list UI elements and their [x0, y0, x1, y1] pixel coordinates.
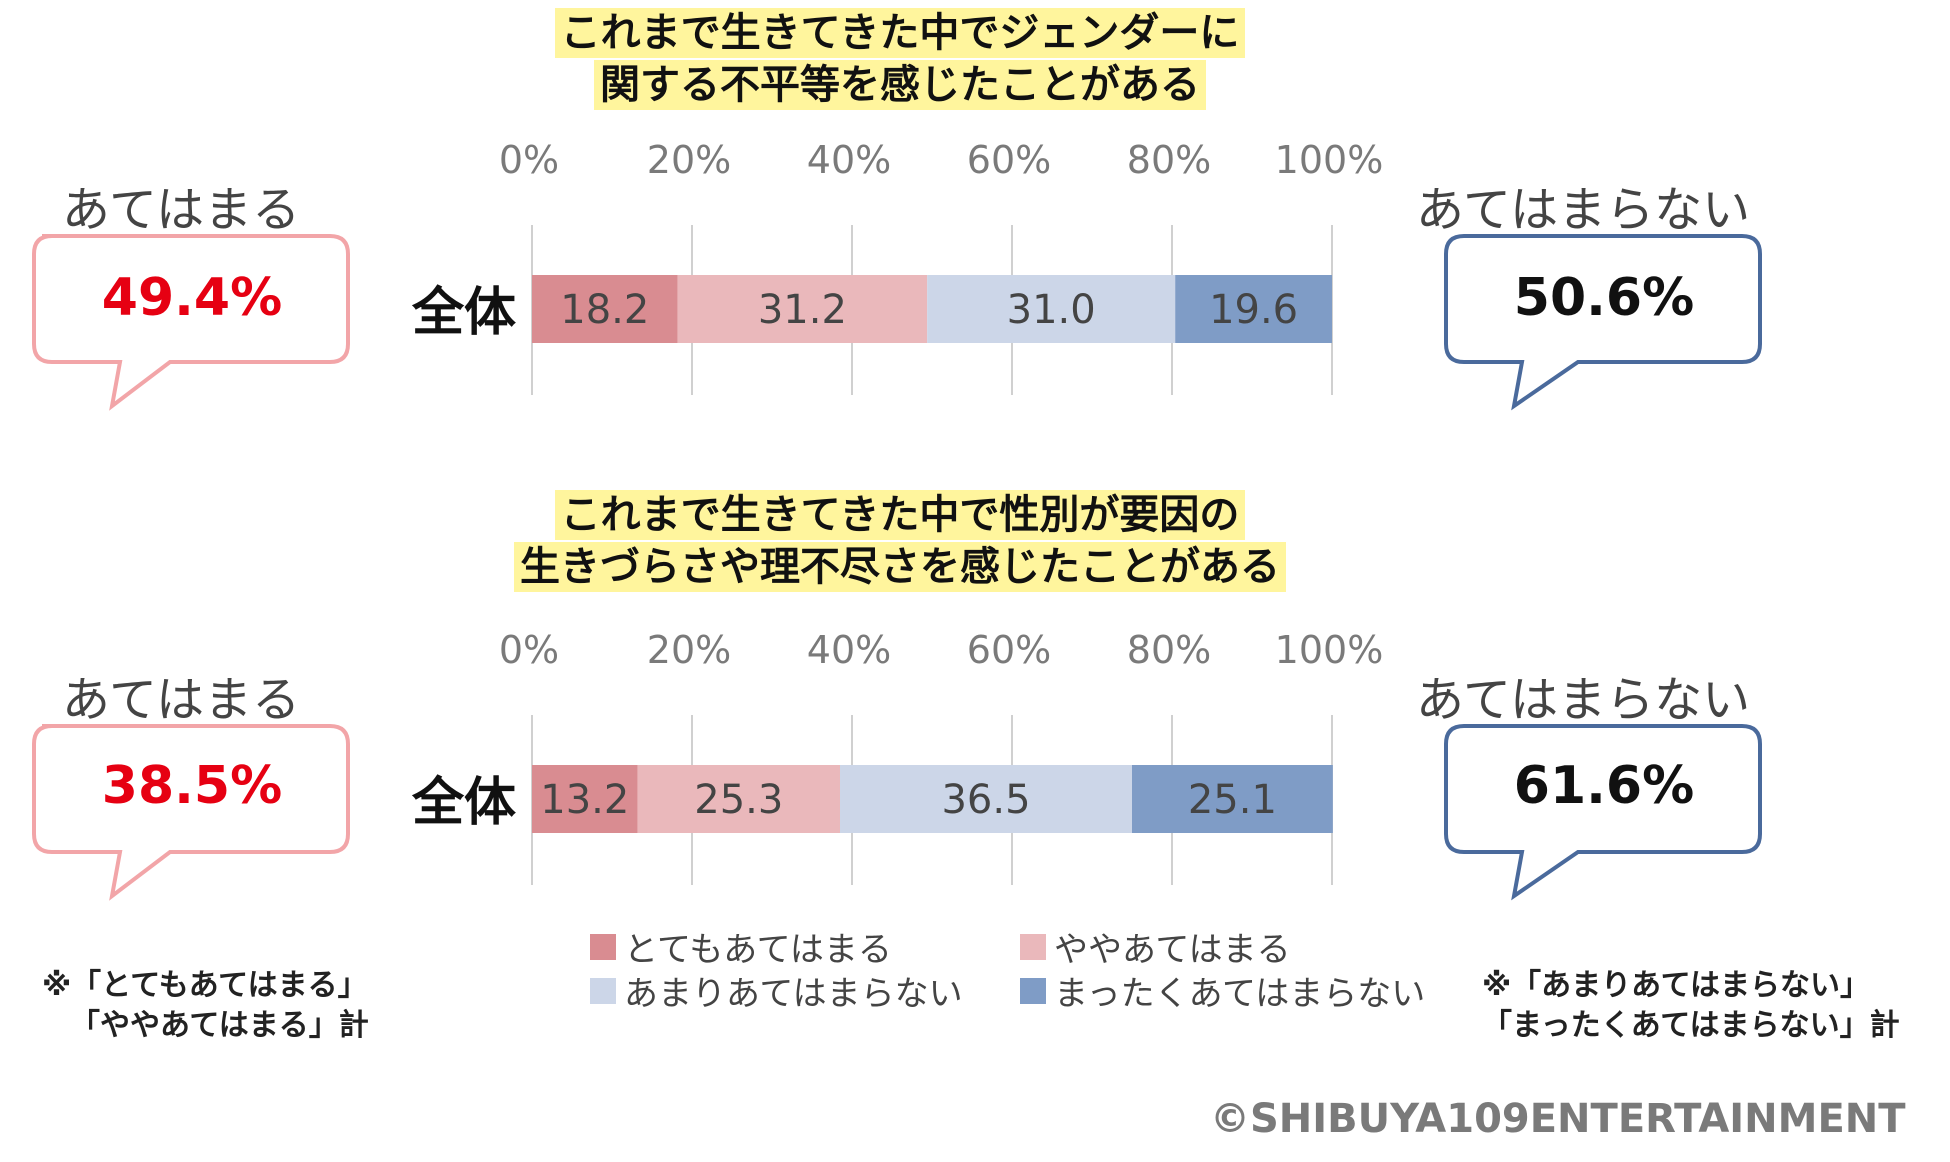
legend-label-somewhat-true: ややあてはまる [1054, 930, 1291, 970]
bar-segment [1175, 275, 1332, 343]
data-label: 18.2 [560, 287, 649, 333]
note-right-line1: ※「あまりあてはまらない」 [1482, 968, 1870, 1003]
data-label: 31.2 [758, 287, 847, 333]
chart2-title-line1-text: これまで生きてきた中で性別が要因の [554, 490, 1246, 540]
legend-swatch-somewhat-true [1020, 933, 1046, 960]
chart2-tick-80: 80% [1126, 628, 1212, 672]
note-right-line2: 「まったくあてはまらない」計 [1482, 1008, 1900, 1043]
chart2-tick-60: 60% [966, 628, 1052, 672]
chart2-tick-0: 0% [498, 628, 560, 672]
legend-item-not-at-all: まったくあてはまらない [1020, 966, 1425, 1015]
blue-speech-bubble [1444, 724, 1762, 901]
chart2-tick-100: 100% [1274, 628, 1384, 672]
chart1-left-callout [32, 234, 350, 411]
note-left-line2: 「ややあてはまる」計 [70, 1008, 369, 1043]
data-label: 36.5 [941, 777, 1030, 823]
chart1-right-value: 50.6% [1513, 268, 1695, 328]
chart2-title-line2: 生きづらさや理不尽さを感じたことがある [0, 542, 1800, 592]
chart2-title-line1: これまで生きてきた中で性別が要因の [0, 490, 1800, 540]
legend-item-not-really: あまりあてはまらない [590, 966, 963, 1015]
chart2-left-callout [32, 724, 350, 901]
chart1-tick-40: 40% [806, 138, 892, 182]
pink-speech-bubble [32, 234, 350, 411]
chart1-tick-0: 0% [498, 138, 560, 182]
bar-segment [532, 275, 678, 343]
blue-speech-bubble [1444, 234, 1762, 411]
data-label: 31.0 [1007, 287, 1096, 333]
chart1-tick-100: 100% [1274, 138, 1384, 182]
chart1-title-line1: これまで生きてきた中でジェンダーに [0, 8, 1800, 58]
note-left-line1: ※「とてもあてはまる」 [42, 968, 368, 1003]
legend-swatch-not-at-all [1020, 977, 1046, 1004]
chart1-left-value: 49.4% [101, 268, 283, 328]
chart1-left-label: あてはまる [62, 182, 301, 238]
bar-segment [927, 275, 1176, 343]
chart2-title-line2-text: 生きづらさや理不尽さを感じたことがある [514, 542, 1286, 592]
bar-segment [1132, 765, 1333, 833]
chart2-right-label: あてはまらない [1416, 672, 1751, 728]
chart1-title-line2-text: 関する不平等を感じたことがある [594, 60, 1206, 110]
data-label: 19.6 [1209, 287, 1298, 333]
bar-segment [677, 275, 928, 343]
bar-segment [840, 765, 1132, 833]
pink-speech-bubble [32, 724, 350, 901]
bar-segment [532, 765, 638, 833]
legend-label-not-really: あまりあてはまらない [624, 974, 963, 1014]
chart2-row-label: 全体 [412, 773, 517, 833]
copyright-text: ©SHIBUYA109ENTERTAINMENT [1210, 1096, 1906, 1142]
chart1-right-label: あてはまらない [1416, 182, 1751, 238]
chart2-right-value: 61.6% [1513, 756, 1695, 816]
chart2-tick-20: 20% [646, 628, 732, 672]
legend-item-very-true: とてもあてはまる [590, 922, 892, 971]
data-label: 25.1 [1188, 777, 1277, 823]
chart1-title-line1-text: これまで生きてきた中でジェンダーに [554, 8, 1246, 58]
chart1-row-label: 全体 [412, 283, 517, 343]
chart1-plot: 18.2 31.2 31.0 19.6 [531, 225, 1333, 395]
chart2-right-callout [1444, 724, 1762, 901]
legend-label-very-true: とてもあてはまる [624, 930, 892, 970]
chart1-tick-20: 20% [646, 138, 732, 182]
bar-segment [637, 765, 840, 833]
chart2-left-value: 38.5% [101, 756, 283, 816]
data-label: 25.3 [694, 777, 783, 823]
chart2-tick-40: 40% [806, 628, 892, 672]
legend-swatch-not-really [590, 977, 616, 1004]
chart2-plot: 13.2 25.3 36.5 25.1 [531, 715, 1333, 885]
legend-item-somewhat-true: ややあてはまる [1020, 922, 1291, 971]
chart1-tick-80: 80% [1126, 138, 1212, 182]
data-label: 13.2 [540, 777, 629, 823]
chart1-tick-60: 60% [966, 138, 1052, 182]
legend-label-not-at-all: まったくあてはまらない [1054, 974, 1426, 1014]
chart2-left-label: あてはまる [62, 672, 301, 728]
chart1-title-line2: 関する不平等を感じたことがある [0, 60, 1800, 110]
legend-swatch-very-true [590, 933, 616, 960]
chart1-right-callout [1444, 234, 1762, 411]
